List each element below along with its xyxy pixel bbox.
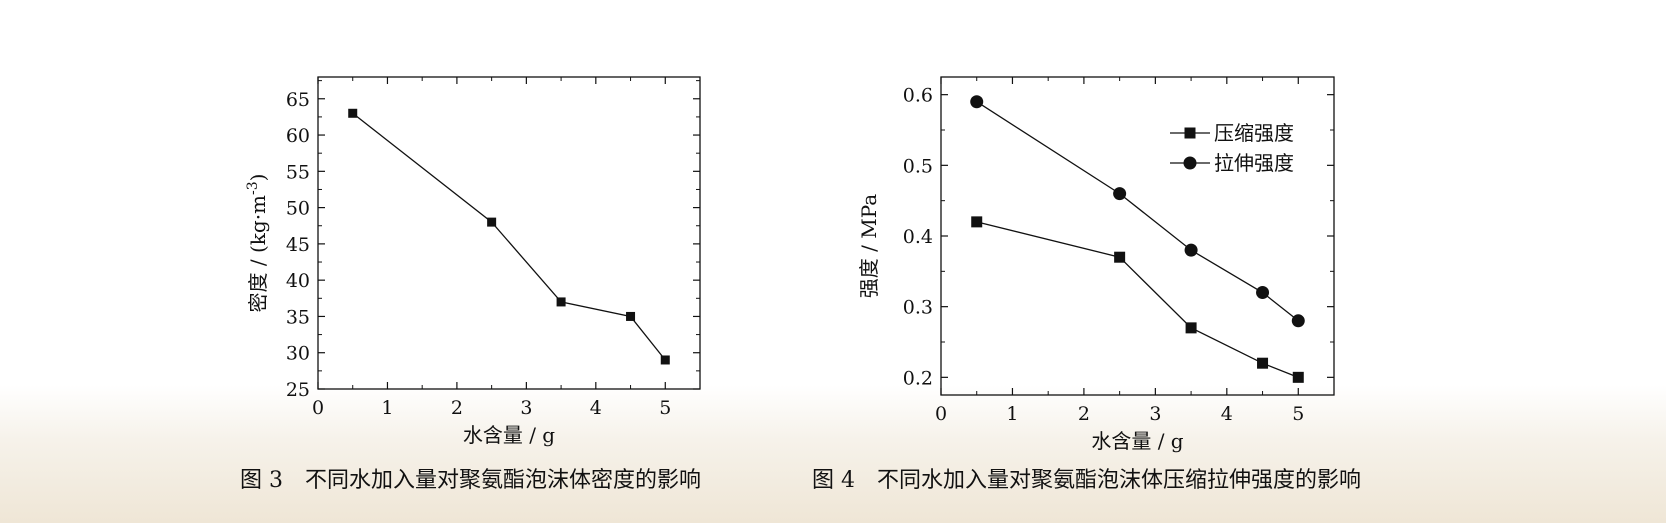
series-2-point: [970, 95, 984, 109]
figure-3-label: 图 3: [240, 468, 283, 493]
y-axis-title-superscript: -3: [245, 181, 261, 195]
chart-2: 0 1 2 3 4 5 0.2 0.3 0.4 0.5 0.6 水含量 / g 强度 / MPa 压缩强度…: [857, 76, 1335, 453]
x-tick-label: 5: [1292, 403, 1304, 425]
y-tick-label: 40: [286, 270, 310, 292]
x-tick-label: 3: [1149, 403, 1161, 425]
figure-4-caption: 图 4 不同水加入量对聚氨酯泡沫体压缩拉伸强度的影响: [812, 462, 1361, 494]
x-tick-label: 2: [1078, 403, 1090, 425]
y-tick-label: 0.2: [903, 367, 933, 389]
y-tick-label: 25: [286, 379, 310, 401]
x-axis-title: 水含量 / g: [1091, 429, 1183, 453]
series-1-point: [1114, 251, 1126, 263]
x-tick-label: 2: [451, 397, 463, 419]
x-tick-label: 0: [312, 397, 324, 419]
x-tick-label: 4: [590, 397, 602, 419]
x-axis-title: 水含量 / g: [463, 423, 555, 447]
y-tick-label: 35: [286, 306, 310, 328]
legend-label: 拉伸强度: [1214, 151, 1294, 175]
y-tick-label: 65: [286, 89, 310, 111]
x-tick-label: 5: [659, 397, 671, 419]
figure-4-label: 图 4: [812, 468, 855, 493]
y-tick-label: 0.5: [903, 155, 933, 177]
y-axis-title-close: ): [246, 174, 270, 182]
y-tick-label: 0.6: [903, 85, 933, 107]
y-tick-label: 50: [286, 198, 310, 220]
series-1-point: [1292, 371, 1304, 383]
series-2-point: [1256, 286, 1270, 300]
legend-label: 压缩强度: [1214, 121, 1294, 145]
x-tick-label: 0: [935, 403, 947, 425]
series-1-point: [487, 217, 497, 227]
x-tick-label: 1: [381, 397, 393, 419]
series-1-line: [352, 112, 666, 361]
x-tick-label: 3: [520, 397, 532, 419]
series-1-point: [556, 297, 566, 307]
series-1-point: [971, 216, 983, 228]
figure-3-caption-text: 不同水加入量对聚氨酯泡沫体密度的影响: [305, 468, 702, 493]
y-tick-label: 0.3: [903, 297, 933, 319]
figure-3-caption: 图 3 不同水加入量对聚氨酯泡沫体密度的影响: [240, 462, 701, 494]
y-axis-title: 强度 / MPa: [857, 194, 881, 298]
legend-marker: [1183, 156, 1197, 170]
y-tick-label: 55: [286, 161, 310, 183]
legend-marker: [1184, 127, 1196, 139]
series-1-point: [1185, 322, 1197, 334]
y-axis-title-main: 强度 / MPa: [857, 194, 881, 298]
y-tick-label: 30: [286, 343, 310, 365]
plot-frame: [317, 76, 701, 390]
series-2-point: [1184, 243, 1198, 257]
y-axis-title: 密度 / (kg·m-3): [245, 174, 270, 313]
y-tick-label: 45: [286, 234, 310, 256]
series-1-point: [348, 108, 358, 118]
series-1-point: [626, 311, 636, 321]
series-2-point: [1291, 314, 1305, 328]
series-1-point: [660, 355, 670, 365]
series-2-point: [1113, 187, 1127, 201]
figure-4-caption-text: 不同水加入量对聚氨酯泡沫体压缩拉伸强度的影响: [877, 468, 1362, 493]
series-1-line: [976, 221, 1299, 378]
y-tick-label: 60: [286, 125, 310, 147]
series-1-point: [1257, 357, 1269, 369]
y-axis-title-main: 密度 / (kg·m: [246, 195, 270, 313]
y-tick-label: 0.4: [903, 226, 933, 248]
x-tick-label: 4: [1221, 403, 1233, 425]
x-tick-label: 1: [1006, 403, 1018, 425]
